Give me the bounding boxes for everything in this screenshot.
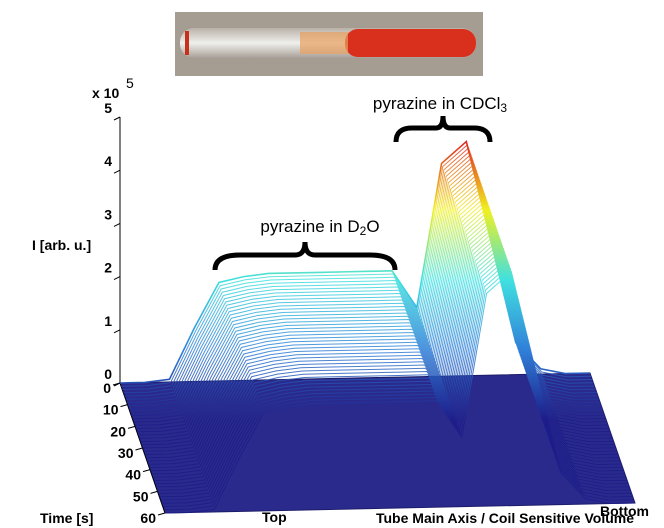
z-tick-label: 1 bbox=[104, 313, 112, 329]
tube-photo bbox=[175, 12, 483, 76]
t-tick-label: 60 bbox=[140, 510, 156, 526]
t-tick-label: 50 bbox=[133, 488, 149, 504]
z-tick-label: 2 bbox=[104, 260, 112, 276]
surface-profile bbox=[119, 140, 591, 384]
t-tick-label: 40 bbox=[125, 467, 141, 483]
t-tick-label: 0 bbox=[103, 380, 111, 396]
scale-exponent: 5 bbox=[126, 75, 134, 91]
t-tick bbox=[142, 469, 151, 473]
t-tick bbox=[150, 490, 158, 494]
t-tick bbox=[120, 404, 128, 408]
z-axis-label: I [arb. u.] bbox=[32, 237, 91, 253]
z-tick bbox=[113, 116, 121, 121]
x-tick-label: Bottom bbox=[600, 503, 649, 519]
z-tick bbox=[113, 329, 121, 334]
t-tick-label: 10 bbox=[103, 402, 119, 418]
t-tick bbox=[127, 425, 136, 429]
x-tick-label: Top bbox=[262, 509, 287, 525]
z-tick-label: 4 bbox=[104, 153, 112, 169]
t-tick bbox=[112, 382, 121, 386]
z-tick bbox=[113, 276, 121, 281]
t-tick-label: 30 bbox=[118, 445, 134, 461]
x-axis-label: Tube Main Axis / Coil Sensitive Volume bbox=[376, 510, 634, 526]
t-tick bbox=[135, 447, 143, 451]
scale-base: x 10 bbox=[92, 85, 119, 101]
brace bbox=[393, 115, 493, 143]
annotation: pyrazine in D2O bbox=[260, 217, 379, 238]
brace bbox=[212, 241, 398, 271]
z-tick-label: 5 bbox=[104, 100, 112, 116]
z-tick bbox=[113, 222, 121, 227]
z-tick bbox=[113, 169, 121, 174]
annotation: pyrazine in CDCl3 bbox=[373, 94, 508, 115]
t-axis-label: Time [s] bbox=[40, 510, 93, 526]
t-tick-label: 20 bbox=[110, 423, 126, 439]
t-tick bbox=[157, 512, 166, 516]
z-tick-label: 3 bbox=[104, 206, 112, 222]
z-tick-label: 0 bbox=[104, 366, 112, 382]
